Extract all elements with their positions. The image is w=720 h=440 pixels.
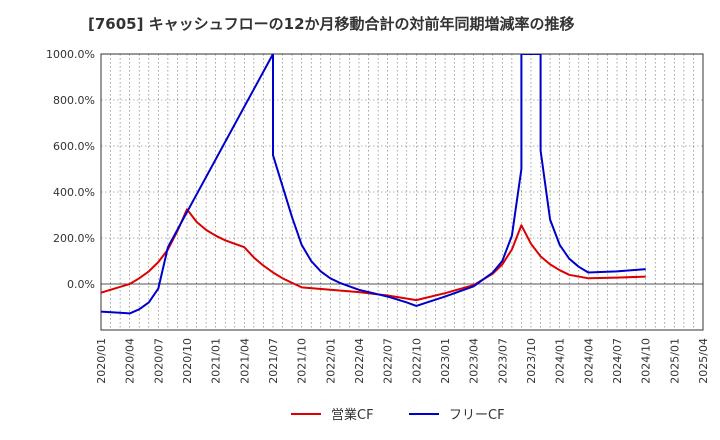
x-tick-label: 2023/07 [496,338,509,384]
y-tick-label: 400.0% [53,186,95,199]
series-line-free-cf [101,54,646,315]
x-tick-label: 2024/10 [640,338,653,384]
x-tick-label: 2020/01 [95,338,108,384]
x-tick-label: 2025/04 [697,338,710,384]
x-tick-label: 2024/01 [554,338,567,384]
x-tick-label: 2023/01 [439,338,452,384]
x-tick-label: 2022/04 [353,338,366,384]
x-tick-label: 2024/04 [582,338,595,384]
y-tick-label: 200.0% [53,232,95,245]
x-tick-label: 2021/04 [238,338,251,384]
x-tick-label: 2023/10 [525,338,538,384]
x-tick-label: 2020/10 [181,338,194,384]
legend-label: フリーCF [449,408,505,423]
y-tick-label: 600.0% [53,140,95,153]
y-tick-label: 1000.0% [46,48,95,61]
x-tick-label: 2020/07 [152,338,165,384]
legend-label: 営業CF [331,407,374,423]
x-tick-label: 2021/10 [296,338,309,384]
x-tick-label: 2023/04 [468,338,481,384]
plot-border [100,53,704,331]
chart-title: [7605] キャッシュフローの12か月移動合計の対前年同期増減率の推移 [88,15,575,33]
x-tick-label: 2025/01 [668,338,681,384]
x-tick-label: 2024/07 [611,338,624,384]
x-tick-label: 2020/04 [124,338,137,384]
x-tick-label: 2022/01 [324,338,337,384]
y-tick-label: 0.0% [67,278,95,291]
x-tick-label: 2021/01 [210,338,223,384]
x-tick-label: 2022/07 [382,338,395,384]
y-tick-label: 800.0% [53,94,95,107]
x-tick-label: 2021/07 [267,338,280,384]
x-tick-label: 2022/10 [410,338,423,384]
